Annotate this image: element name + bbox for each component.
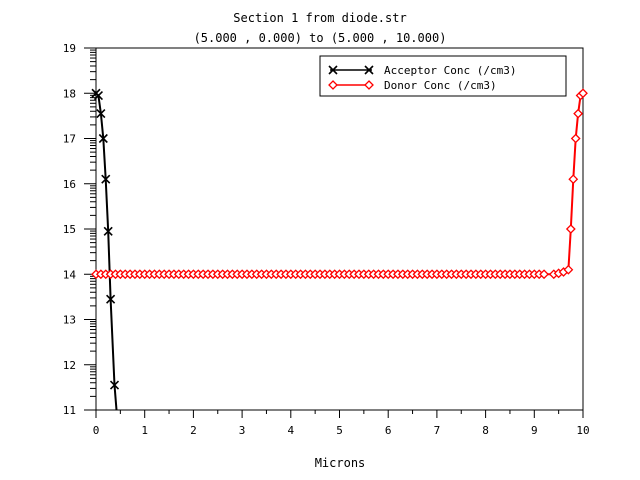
x-tick-label: 7 (434, 424, 441, 437)
legend: Acceptor Conc (/cm3) Donor Conc (/cm3) (319, 55, 567, 97)
x-axis: 0 1 2 3 4 5 6 7 8 9 10 (93, 410, 590, 437)
data-point (573, 108, 584, 119)
x-tick-label: 4 (287, 424, 294, 437)
legend-marker (364, 65, 374, 75)
data-point (109, 380, 120, 390)
series-0 (91, 88, 120, 411)
data-point (565, 224, 576, 234)
x-tick-label: 8 (482, 424, 489, 437)
series-line (96, 92, 584, 276)
y-tick-label: 11 (63, 404, 76, 417)
data-point (578, 88, 588, 99)
x-tick-label: 3 (239, 424, 246, 437)
series-layer (91, 88, 588, 411)
legend-marker (364, 80, 374, 90)
x-tick-label: 6 (385, 424, 392, 437)
legend-label: Acceptor Conc (/cm3) (384, 64, 516, 77)
y-tick-label: 16 (63, 178, 76, 191)
y-tick-label: 12 (63, 359, 76, 372)
data-point (101, 174, 111, 184)
x-tick-label: 1 (141, 424, 148, 437)
data-point (539, 269, 549, 280)
plot-border (95, 47, 584, 411)
data-point (93, 90, 104, 101)
y-tick-label: 13 (63, 314, 76, 327)
y-tick-label: 15 (63, 223, 76, 236)
data-point (96, 109, 106, 119)
legend-marker (328, 80, 338, 90)
legend-item: Acceptor Conc (/cm3) (328, 64, 516, 77)
data-point (106, 294, 116, 304)
x-tick-label: 5 (336, 424, 343, 437)
data-point (98, 133, 108, 144)
x-tick-label: 2 (190, 424, 197, 437)
data-point (568, 174, 579, 185)
plot-area (95, 47, 584, 411)
x-tick-label: 0 (93, 424, 100, 437)
data-point (103, 226, 113, 236)
x-tick-label: 9 (531, 424, 538, 437)
legend-marker (328, 65, 338, 75)
chart-subtitle: (5.000 , 0.000) to (5.000 , 10.000) (194, 31, 447, 45)
y-axis: 11 12 13 14 15 16 17 18 19 (63, 42, 96, 417)
series-1 (91, 88, 588, 280)
data-point (563, 264, 574, 275)
y-tick-label: 17 (63, 133, 76, 146)
x-tick-label: 10 (576, 424, 589, 437)
y-tick-label: 19 (63, 42, 76, 55)
chart-title: Section 1 from diode.str (233, 11, 406, 25)
y-tick-label: 14 (63, 268, 77, 281)
y-tick-label: 18 (63, 87, 76, 100)
legend-label: Donor Conc (/cm3) (384, 79, 497, 92)
legend-item: Donor Conc (/cm3) (328, 79, 497, 92)
x-axis-label: Microns (315, 456, 366, 470)
data-point (570, 133, 581, 144)
legend-box (319, 55, 567, 97)
